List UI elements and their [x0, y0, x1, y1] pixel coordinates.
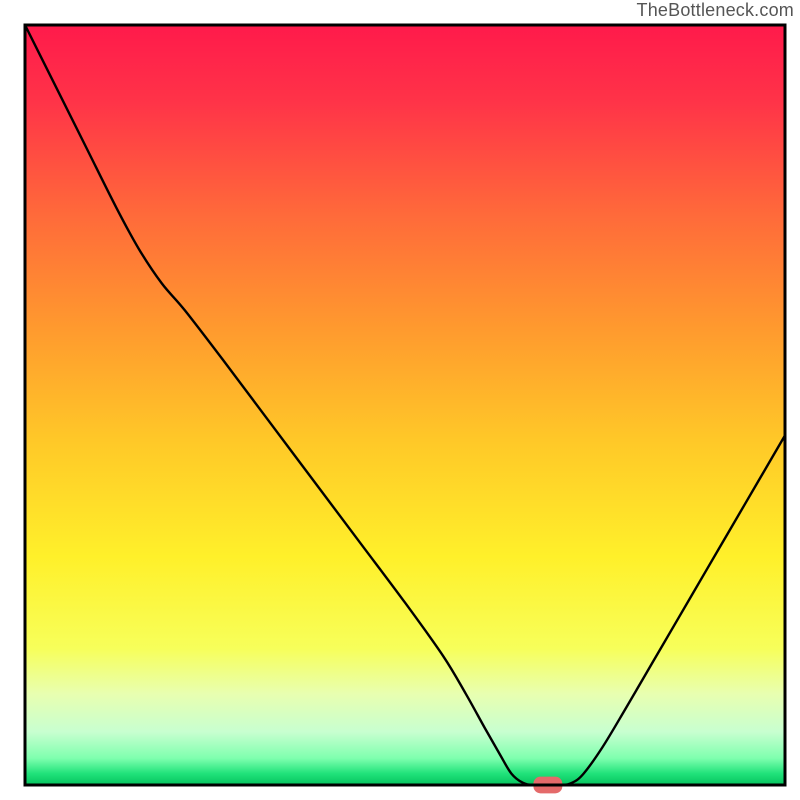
plot-background: [25, 25, 785, 785]
bottleneck-chart-svg: [0, 0, 800, 800]
watermark-text: TheBottleneck.com: [637, 0, 794, 21]
chart-container: TheBottleneck.com: [0, 0, 800, 800]
